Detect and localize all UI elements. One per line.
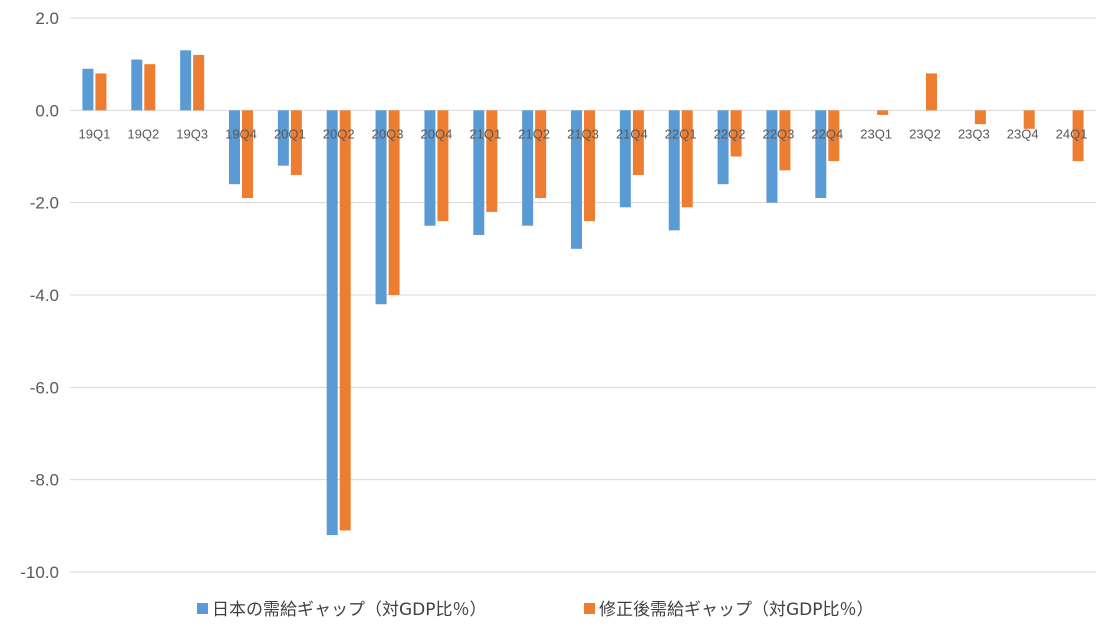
bar-series-1-21Q2: [522, 110, 534, 226]
bar-series-2-23Q1: [877, 110, 889, 115]
x-tick-label: 20Q1: [274, 126, 306, 141]
bar-series-2-21Q1: [486, 110, 498, 212]
x-tick-label: 19Q1: [79, 126, 111, 141]
bar-series-2-24Q1: [1072, 110, 1084, 162]
x-tick-label: 21Q4: [616, 126, 648, 141]
y-tick-label: -8.0: [30, 471, 59, 490]
y-tick-label: -10.0: [20, 563, 59, 582]
x-tick-label: 21Q1: [469, 126, 501, 141]
legend-swatch-series-2: [584, 603, 595, 614]
x-tick-label: 22Q1: [665, 126, 697, 141]
y-axis-tick-labels: 2.0 0.0 -2.0 -4.0 -6.0 -8.0 -10.0: [20, 9, 59, 582]
bar-series-2-22Q2: [730, 110, 742, 157]
y-tick-label: 0.0: [35, 101, 59, 120]
x-tick-label: 19Q4: [225, 126, 257, 141]
bar-series-1-20Q3: [375, 110, 387, 305]
bar-series-1-22Q4: [815, 110, 827, 199]
bar-series-2-20Q3: [388, 110, 400, 295]
legend-swatch-series-1: [197, 603, 208, 614]
x-tick-label: 20Q4: [421, 126, 453, 141]
x-tick-label: 20Q3: [372, 126, 404, 141]
legend-label-series-2: 修正後需給ギャップ（対GDP比％）: [599, 600, 874, 620]
x-tick-label: 20Q2: [323, 126, 355, 141]
bar-series-2-21Q3: [584, 110, 595, 222]
bar-series-1-20Q4: [424, 110, 436, 226]
y-tick-label: -4.0: [30, 286, 59, 305]
bar-series-2-22Q3: [779, 110, 791, 171]
bar-series-1-19Q1: [82, 68, 94, 111]
x-tick-label: 22Q4: [811, 126, 843, 141]
bars: [82, 50, 1084, 536]
bar-series-1-20Q1: [277, 110, 289, 166]
x-tick-label: 21Q2: [518, 126, 550, 141]
bar-series-2-22Q1: [681, 110, 693, 208]
x-tick-label: 23Q2: [909, 126, 941, 141]
bar-series-2-20Q4: [437, 110, 449, 222]
y-tick-label: 2.0: [35, 9, 59, 28]
bar-series-2-23Q3: [974, 110, 986, 125]
bar-series-1-22Q3: [766, 110, 778, 203]
x-axis-tick-labels: 19Q1 19Q2 19Q3 19Q4 20Q1 20Q2 20Q3 20Q4 21Q1 21Q2…: [79, 126, 1088, 141]
bar-series-1-21Q1: [473, 110, 485, 235]
bar-series-2-23Q2: [926, 73, 937, 111]
bar-series-2-22Q4: [828, 110, 840, 162]
x-tick-label: 23Q1: [860, 126, 892, 141]
bar-series-1-19Q4: [229, 110, 240, 185]
bar-series-2-19Q3: [193, 54, 205, 111]
bar-series-2-19Q4: [242, 110, 253, 199]
x-tick-label: 22Q2: [714, 126, 746, 141]
x-tick-label: 24Q1: [1056, 126, 1088, 141]
x-tick-label: 22Q3: [763, 126, 795, 141]
x-tick-label: 19Q2: [127, 126, 159, 141]
x-tick-label: 23Q3: [958, 126, 990, 141]
bar-series-2-19Q1: [95, 73, 107, 111]
bar-series-1-21Q4: [619, 110, 631, 208]
bar-series-1-20Q2: [326, 110, 338, 536]
legend-label-series-1: 日本の需給ギャップ（対GDP比％）: [212, 600, 487, 620]
gridlines: [70, 17, 1096, 573]
bar-series-2-19Q2: [144, 64, 156, 111]
bar-series-2-20Q1: [290, 110, 302, 175]
x-tick-label: 21Q3: [567, 126, 599, 141]
bar-series-2-23Q4: [1023, 110, 1035, 129]
bar-series-1-19Q3: [180, 50, 192, 111]
bar-series-1-19Q2: [131, 59, 143, 111]
y-tick-label: -6.0: [30, 378, 59, 397]
bar-series-1-22Q2: [717, 110, 729, 185]
legend: 日本の需給ギャップ（対GDP比％） 修正後需給ギャップ（対GDP比％）: [197, 600, 874, 620]
bar-series-1-21Q3: [571, 110, 582, 249]
x-tick-label: 19Q3: [176, 126, 208, 141]
x-tick-label: 23Q4: [1007, 126, 1039, 141]
bar-series-2-20Q2: [339, 110, 351, 531]
bar-series-1-22Q1: [668, 110, 680, 231]
bar-series-2-21Q4: [632, 110, 644, 175]
bar-series-2-21Q2: [535, 110, 547, 199]
y-tick-label: -2.0: [30, 194, 59, 213]
